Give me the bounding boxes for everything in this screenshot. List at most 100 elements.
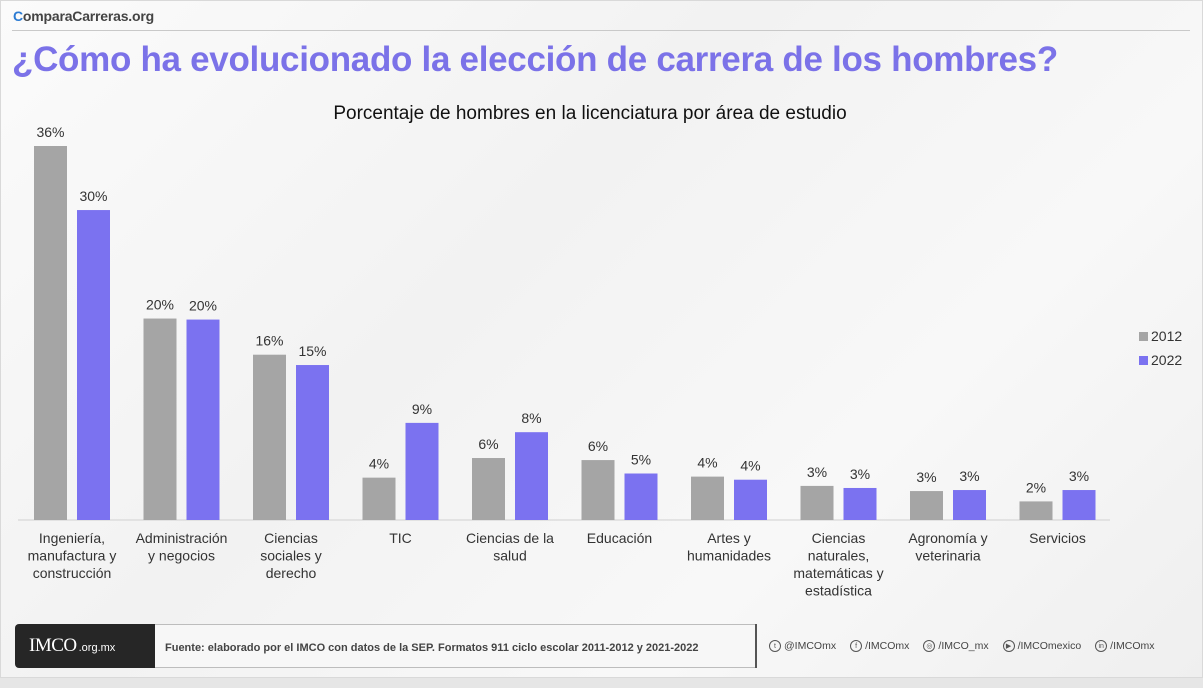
bar-label-2012-0: 36% (36, 124, 64, 140)
bar-label-2022-0: 30% (79, 188, 107, 204)
bar-2012-2 (253, 354, 286, 520)
category-label-9: Servicios (1029, 530, 1086, 546)
bar-2012-9 (1019, 501, 1053, 520)
category-label-1: Administración y negocios (136, 530, 228, 564)
bar-label-2012-1: 20% (146, 297, 174, 313)
source-box: Fuente: elaborado por el IMCO con datos … (155, 624, 755, 668)
bar-2022-5 (624, 473, 658, 520)
facebook-icon: f (850, 640, 863, 652)
imco-logo: IMCO .org.mx (15, 624, 155, 668)
bottom-strip (0, 678, 1203, 688)
bar-2022-7 (843, 487, 877, 520)
bar-label-2012-8: 3% (916, 469, 936, 485)
category-label-line: Servicios (1029, 530, 1086, 546)
category-label-2: Ciencias sociales y derecho (260, 530, 321, 581)
brand-logo: ComparaCarreras.org (13, 8, 154, 24)
category-label-line: sociales y (260, 548, 321, 564)
category-label-8: Agronomía y veterinaria (908, 530, 987, 564)
bar-label-2022-4: 8% (521, 410, 541, 426)
social-linkedin[interactable]: in /IMCOmx (1095, 640, 1155, 652)
instagram-icon: ◎ (923, 640, 936, 652)
category-label-line: Educación (587, 530, 652, 546)
bar-label-2012-4: 6% (478, 436, 498, 452)
bar-2012-0 (34, 146, 67, 520)
bar-2022-8 (953, 490, 986, 520)
bar-2022-2 (296, 365, 329, 520)
bar-label-2012-9: 2% (1026, 479, 1046, 495)
category-label-line: Artes y (707, 530, 751, 546)
category-label-line: Agronomía y (908, 530, 987, 546)
legend-swatch-2012 (1139, 331, 1148, 341)
linkedin-icon: in (1095, 640, 1108, 652)
bar-label-2012-5: 6% (588, 438, 608, 454)
category-label-line: TIC (389, 530, 412, 546)
twitter-icon: t (769, 640, 781, 652)
social-youtube[interactable]: ▶ /IMCOmexico (1002, 640, 1082, 652)
category-label-line: veterinaria (915, 548, 981, 564)
social-links: t @IMCOmx f /IMCOmx ◎ /IMCO_mx ▶ /IMCOme… (769, 640, 1155, 652)
bar-label-2022-8: 3% (959, 468, 979, 484)
bar-label-2022-9: 3% (1069, 468, 1089, 484)
bar-label-2022-5: 5% (631, 452, 651, 468)
youtube-handle[interactable]: /IMCOmexico (1017, 640, 1082, 652)
category-label-4: Ciencias de la salud (466, 530, 554, 564)
bar-2022-4 (515, 432, 548, 520)
bar-label-2022-7: 3% (850, 466, 870, 482)
bar-2012-5 (581, 460, 615, 520)
bar-label-2012-3: 4% (369, 456, 389, 472)
category-label-line: derecho (266, 565, 317, 581)
category-label-line: matemáticas y (793, 565, 883, 581)
category-label-line: Ciencias de la (466, 530, 554, 546)
bar-label-2022-6: 4% (740, 458, 760, 474)
bar-label-2012-6: 4% (697, 455, 717, 471)
legend-label-2012: 2012 (1151, 328, 1183, 344)
legend-item-2022: 2022 (1139, 352, 1182, 368)
category-label-line: humanidades (687, 548, 771, 564)
category-label-line: y negocios (148, 548, 215, 564)
category-label-line: salud (493, 548, 526, 564)
social-facebook[interactable]: f /IMCOmx (850, 640, 909, 652)
bar-2012-3 (362, 477, 396, 520)
youtube-icon: ▶ (1002, 640, 1015, 652)
imco-logo-domain: .org.mx (78, 642, 116, 654)
category-label-line: manufactura y (28, 548, 117, 564)
social-instagram[interactable]: ◎ /IMCO_mx (923, 640, 989, 652)
bar-label-2022-1: 20% (189, 298, 217, 314)
category-label-line: Ingeniería, (39, 530, 105, 546)
category-label-line: Ciencias (264, 530, 318, 546)
chart-title: Porcentaje de hombres en la licenciatura… (333, 103, 847, 124)
bar-2012-1 (143, 318, 177, 520)
bar-2012-7 (800, 485, 834, 520)
legend-swatch-2022 (1139, 355, 1148, 365)
category-label-line: construcción (33, 565, 112, 581)
bar-2022-3 (405, 422, 439, 520)
bar-2012-6 (691, 476, 724, 520)
legend-label-2022: 2022 (1151, 352, 1183, 368)
facebook-handle[interactable]: /IMCOmx (865, 640, 910, 652)
bar-2022-1 (186, 319, 220, 520)
twitter-handle[interactable]: @IMCOmx (784, 640, 837, 652)
bar-label-2012-7: 3% (807, 464, 827, 480)
category-label-3: TIC (389, 530, 412, 546)
bar-2012-8 (910, 491, 943, 520)
instagram-handle[interactable]: /IMCO_mx (938, 640, 989, 652)
social-twitter[interactable]: t @IMCOmx (769, 640, 836, 652)
category-label-line: Ciencias (812, 530, 866, 546)
bar-label-2012-2: 16% (255, 333, 283, 349)
bar-chart: 36% 30% Ingeniería, manufactura y construcci… (18, 124, 1110, 599)
imco-logo-text: IMCO (29, 635, 77, 656)
source-text: Fuente: elaborado por el IMCO con datos … (165, 642, 699, 654)
bar-label-2022-2: 15% (298, 343, 326, 359)
legend-item-2012: 2012 (1139, 328, 1182, 344)
category-label-line: Administración (136, 530, 228, 546)
category-label-0: Ingeniería, manufactura y construcción (28, 530, 117, 581)
bar-2022-9 (1062, 490, 1096, 520)
header-divider (12, 30, 1190, 31)
category-label-6: Artes y humanidades (687, 530, 771, 564)
category-label-line: estadística (805, 583, 872, 599)
linkedin-handle[interactable]: /IMCOmx (1110, 640, 1155, 652)
category-label-7: Ciencias naturales, matemáticas y estadísti… (793, 530, 883, 599)
footer-divider (755, 624, 757, 668)
page-title: ¿Cómo ha evolucionado la elección de car… (12, 40, 1058, 79)
bar-2022-6 (734, 479, 767, 520)
